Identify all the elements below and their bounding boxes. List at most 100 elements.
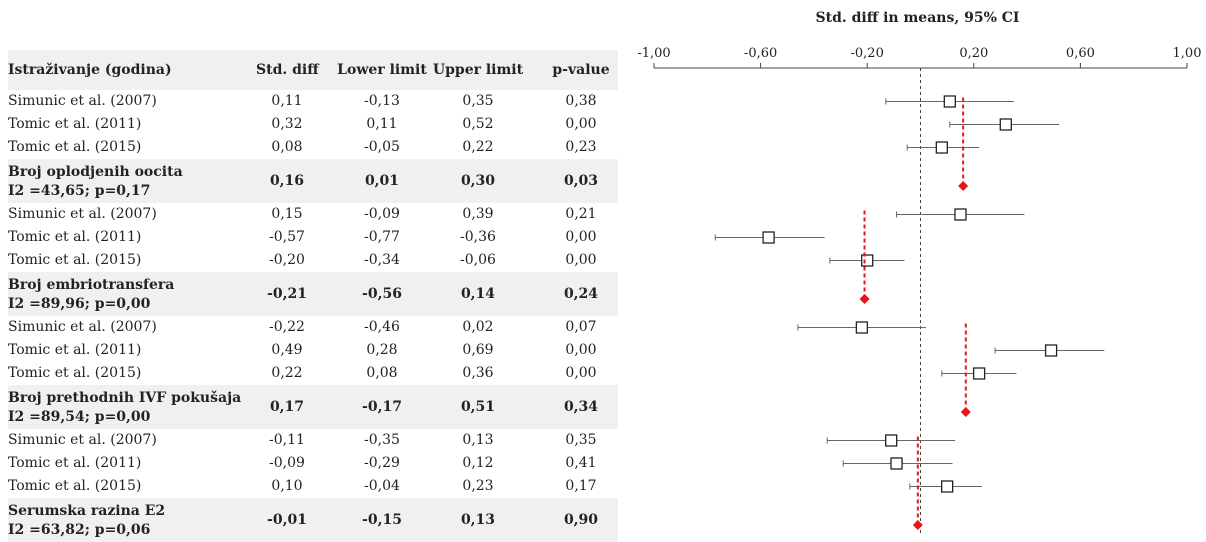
table-row: Simunic et al. (2007) -0,22 -0,46 0,02 0,07	[8, 316, 618, 339]
pooled-std-diff: 0,17	[269, 399, 305, 415]
pooled-upper-limit: 0,13	[460, 512, 496, 528]
std-diff-value: -0,09	[269, 455, 305, 471]
group-name: Serumska razina E2	[8, 503, 166, 519]
pooled-diamond-marker	[960, 407, 971, 417]
study-label: Tomic et al. (2011)	[8, 342, 142, 358]
upper-limit-value: -0,06	[460, 252, 496, 268]
lower-limit-value: -0,77	[364, 229, 400, 245]
upper-limit-value: 0,23	[462, 478, 494, 494]
pooled-upper-limit: 0,51	[460, 399, 496, 415]
upper-limit-value: 0,02	[462, 319, 494, 335]
table-row: Tomic et al. (2015) 0,08 -0,05 0,22 0,23	[8, 136, 618, 159]
group-heterogeneity: I2 =43,65; p=0,17	[8, 183, 151, 199]
x-tick-label: -1,00	[637, 46, 670, 61]
axis-title: Std. diff in means, 95% CI	[816, 10, 1020, 26]
pooled-std-diff: -0,01	[267, 512, 307, 528]
p-value: 0,35	[565, 432, 597, 448]
summary-row: Broj embriotransfera I2 =89,96; p=0,00 -0,…	[8, 272, 618, 316]
table-row: Tomic et al. (2011) -0,09 -0,29 0,12 0,41	[8, 452, 618, 475]
upper-limit-value: 0,22	[462, 139, 494, 155]
table-row: Tomic et al. (2015) 0,10 -0,04 0,23 0,17	[8, 475, 618, 498]
study-label: Simunic et al. (2007)	[8, 432, 157, 448]
lower-limit-value: 0,08	[366, 365, 398, 381]
upper-limit-value: 0,52	[462, 116, 494, 132]
group-heterogeneity: I2 =89,54; p=0,00	[8, 409, 151, 425]
pooled-diamond-marker	[912, 520, 923, 530]
std-diff-value: -0,22	[269, 319, 305, 335]
pooled-p-value: 0,03	[563, 173, 599, 189]
pooled-diamond-marker	[958, 181, 969, 191]
table-row: Tomic et al. (2011) 0,32 0,11 0,52 0,00	[8, 113, 618, 136]
p-value: 0,41	[565, 455, 597, 471]
pooled-std-diff: -0,21	[267, 286, 307, 302]
study-point-marker	[943, 95, 956, 108]
table-row: Simunic et al. (2007) 0,11 -0,13 0,35 0,38	[8, 90, 618, 113]
std-diff-value: -0,57	[269, 229, 305, 245]
study-label: Simunic et al. (2007)	[8, 319, 157, 335]
lower-limit-value: -0,09	[364, 206, 400, 222]
p-value: 0,21	[565, 206, 597, 222]
study-point-marker	[885, 434, 898, 447]
p-value: 0,17	[565, 478, 597, 494]
study-label: Simunic et al. (2007)	[8, 93, 157, 109]
table-row: Tomic et al. (2015) 0,22 0,08 0,36 0,00	[8, 362, 618, 385]
p-value: 0,00	[565, 252, 597, 268]
summary-row: Broj prethodnih IVF pokušaja I2 =89,54; p…	[8, 385, 618, 429]
table-row: Tomic et al. (2015) -0,20 -0,34 -0,06 0,00	[8, 249, 618, 272]
pooled-lower-limit: 0,01	[364, 173, 400, 189]
study-point-marker	[1044, 344, 1058, 357]
p-value: 0,00	[565, 229, 597, 245]
study-label: Tomic et al. (2015)	[8, 478, 142, 494]
pooled-lower-limit: -0,15	[362, 512, 402, 528]
lower-limit-value: -0,13	[364, 93, 400, 109]
study-point-marker	[972, 367, 986, 380]
study-label: Tomic et al. (2011)	[8, 116, 142, 132]
p-value: 0,38	[565, 93, 597, 109]
lower-limit-value: -0,46	[364, 319, 400, 335]
upper-limit-value: 0,13	[462, 432, 494, 448]
x-tick-label: -0,20	[851, 46, 884, 61]
pooled-diamond-marker	[859, 294, 870, 304]
study-point-marker	[861, 254, 874, 267]
lower-limit-value: -0,05	[364, 139, 400, 155]
pooled-std-diff: 0,16	[269, 173, 305, 189]
std-diff-value: 0,08	[271, 139, 303, 155]
header-study: Istraživanje (godina)	[8, 62, 172, 78]
group-name: Broj prethodnih IVF pokušaja	[8, 390, 242, 406]
x-tick-label: 0,20	[959, 46, 988, 61]
study-point-marker	[935, 141, 948, 154]
lower-limit-value: -0,35	[364, 432, 400, 448]
pooled-p-value: 0,24	[563, 286, 599, 302]
std-diff-value: 0,15	[271, 206, 303, 222]
table-row: Tomic et al. (2011) -0,57 -0,77 -0,36 0,00	[8, 226, 618, 249]
x-tick-label: -0,60	[744, 46, 777, 61]
table-row: Simunic et al. (2007) -0,11 -0,35 0,13 0,35	[8, 429, 618, 452]
std-diff-value: 0,22	[271, 365, 303, 381]
summary-row: Broj oplodjenih oocita I2 =43,65; p=0,17 0…	[8, 159, 618, 203]
study-label: Tomic et al. (2015)	[8, 252, 142, 268]
x-tick-label: 1,00	[1173, 46, 1202, 61]
study-point-marker	[855, 321, 869, 334]
std-diff-value: 0,32	[271, 116, 303, 132]
group-heterogeneity: I2 =89,96; p=0,00	[8, 296, 151, 312]
study-label: Tomic et al. (2011)	[8, 229, 142, 245]
upper-limit-value: 0,39	[462, 206, 494, 222]
pooled-lower-limit: -0,17	[362, 399, 402, 415]
upper-limit-value: 0,35	[462, 93, 494, 109]
study-label: Simunic et al. (2007)	[8, 206, 157, 222]
lower-limit-value: 0,11	[366, 116, 398, 132]
std-diff-value: -0,20	[269, 252, 305, 268]
study-label: Tomic et al. (2011)	[8, 455, 142, 471]
std-diff-value: 0,11	[271, 93, 303, 109]
upper-limit-value: 0,36	[462, 365, 494, 381]
p-value: 0,07	[565, 319, 597, 335]
header-upper-limit: Upper limit	[432, 62, 524, 78]
p-value: 0,00	[565, 342, 597, 358]
x-tick-label: 0,60	[1066, 46, 1095, 61]
pooled-upper-limit: 0,30	[460, 173, 496, 189]
group-name: Broj oplodjenih oocita	[8, 164, 183, 180]
study-point-marker	[941, 480, 954, 493]
table-header: Istraživanje (godina) Std. diff Lower li…	[8, 50, 618, 90]
lower-limit-value: -0,34	[364, 252, 400, 268]
study-point-marker	[999, 118, 1012, 131]
